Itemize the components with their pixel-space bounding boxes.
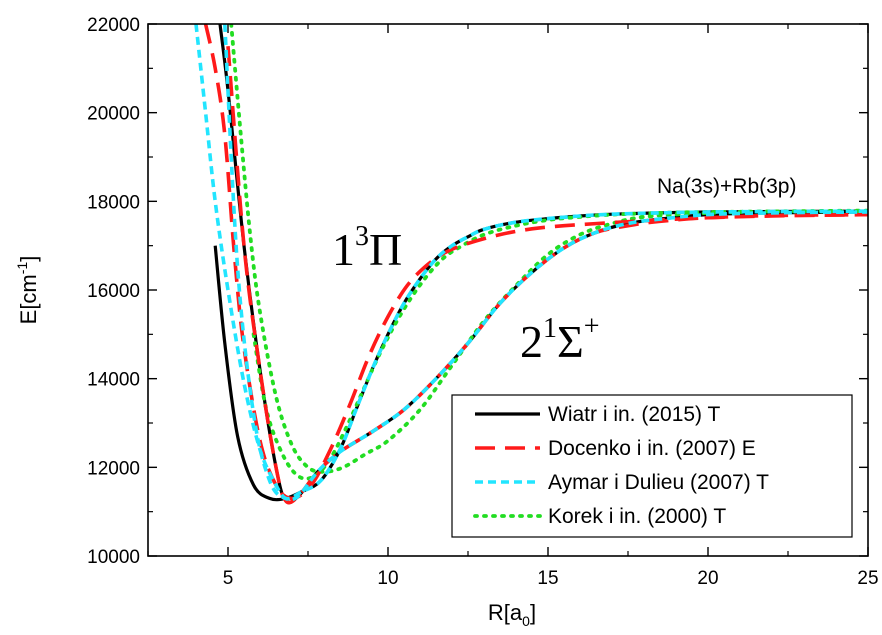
x-tick-label: 15: [537, 568, 558, 589]
series-line-2-state-pi: [203, 24, 868, 501]
series-line-4-state-sigma: [229, 24, 868, 474]
series-line-4-state-pi: [251, 209, 868, 481]
x-tick-label: 25: [857, 568, 878, 589]
legend-label-2: Docenko i in. (2007) E: [548, 437, 756, 460]
y-tick-label: 20000: [87, 104, 140, 125]
series-line-3-state-sigma: [194, 24, 868, 502]
x-axis-title: R[a0]: [488, 600, 536, 629]
series-line-3-state-pi: [223, 24, 868, 501]
state-label-pi: 13Π: [332, 221, 402, 275]
y-tick-label: 14000: [87, 370, 140, 391]
axis-tick-labels: 5 10 15 20 25 10000 12000 14000 16000 18000 20000 2…: [87, 15, 878, 589]
x-tick-label: 20: [697, 568, 718, 589]
y-tick-label: 22000: [87, 15, 140, 36]
y-tick-label: 16000: [87, 281, 140, 302]
y-axis-title: E[cm-1]: [14, 256, 41, 325]
legend-box: [451, 394, 853, 538]
legend-label-3: Aymar i Dulieu (2007) T: [548, 471, 769, 494]
axis-ticks: [147, 23, 869, 557]
y-tick-label: 10000: [87, 547, 140, 568]
asymptote-label: Na(3s)+Rb(3p): [657, 175, 796, 198]
legend-label-1: Wiatr i in. (2015) T: [548, 403, 720, 426]
y-tick-label: 18000: [87, 192, 140, 213]
legend: Wiatr i in. (2015) T Docenko i in. (2007)…: [451, 394, 853, 538]
x-tick-label: 10: [377, 568, 398, 589]
state-label-sigma: 21Σ+: [520, 311, 600, 367]
curves-layer: [194, 24, 868, 505]
series-line-2-state-sigma: [226, 46, 868, 505]
x-tick-label: 5: [223, 568, 234, 589]
y-tick-label: 12000: [87, 458, 140, 479]
legend-label-4: Korek i in. (2000) T: [548, 505, 726, 528]
